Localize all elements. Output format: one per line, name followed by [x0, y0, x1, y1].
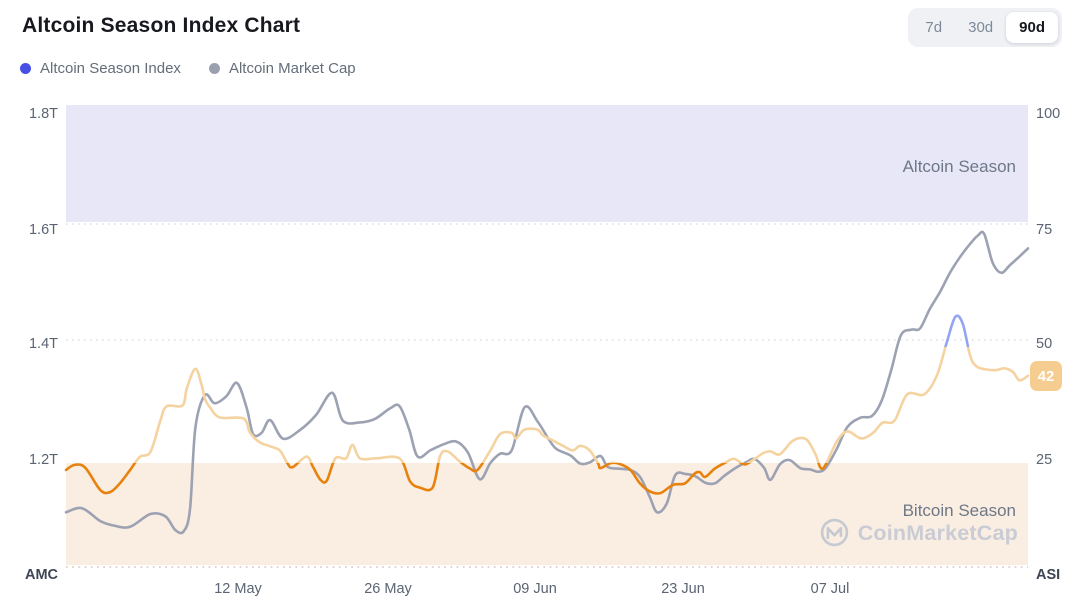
left-axis-tick: 1.2T [28, 452, 58, 468]
legend-label: Altcoin Market Cap [228, 60, 356, 77]
watermark-text: CoinMarketCap [857, 520, 1018, 545]
bitcoin-season-zone-label: Bitcoin Season [902, 501, 1016, 520]
chart-legend: Altcoin Season Index Altcoin Market Cap [20, 60, 356, 77]
x-axis-tick: 26 May [364, 581, 412, 597]
legend-dot-blue-icon [20, 63, 31, 74]
right-axis-tick: 100 [1036, 106, 1061, 122]
right-axis-name: ASI [1036, 567, 1061, 583]
altcoin-season-zone-label: Altcoin Season [902, 157, 1016, 176]
range-button-90d[interactable]: 90d [1006, 12, 1058, 43]
time-range-selector: 7d 30d 90d [908, 8, 1062, 47]
x-axis-tick: 09 Jun [513, 581, 557, 597]
legend-item-altcoin-season-index[interactable]: Altcoin Season Index [20, 60, 181, 77]
left-axis-tick: 1.6T [28, 222, 58, 238]
range-button-30d[interactable]: 30d [968, 19, 994, 36]
page-title: Altcoin Season Index Chart [22, 14, 301, 37]
coinmarketcap-logo-icon [820, 518, 848, 547]
x-axis-tick: 07 Jul [810, 581, 850, 597]
range-button-7d[interactable]: 7d [925, 19, 943, 36]
legend-label: Altcoin Season Index [40, 60, 181, 77]
left-axis-tick: 1.4T [28, 336, 58, 352]
x-axis-tick: 23 Jun [661, 581, 705, 597]
right-axis-tick: 25 [1036, 452, 1053, 468]
x-axis-tick: 12 May [214, 581, 262, 597]
legend-item-altcoin-market-cap[interactable]: Altcoin Market Cap [208, 60, 356, 77]
watermark: CoinMarketCap [819, 517, 1018, 548]
left-axis-name: AMC [24, 567, 58, 583]
right-axis-tick: 75 [1036, 222, 1053, 238]
current-value-badge: 42 [1030, 361, 1062, 391]
right-axis-tick: 50 [1036, 336, 1053, 352]
left-axis-tick: 1.8T [28, 106, 58, 122]
legend-dot-gray-icon [208, 63, 220, 74]
